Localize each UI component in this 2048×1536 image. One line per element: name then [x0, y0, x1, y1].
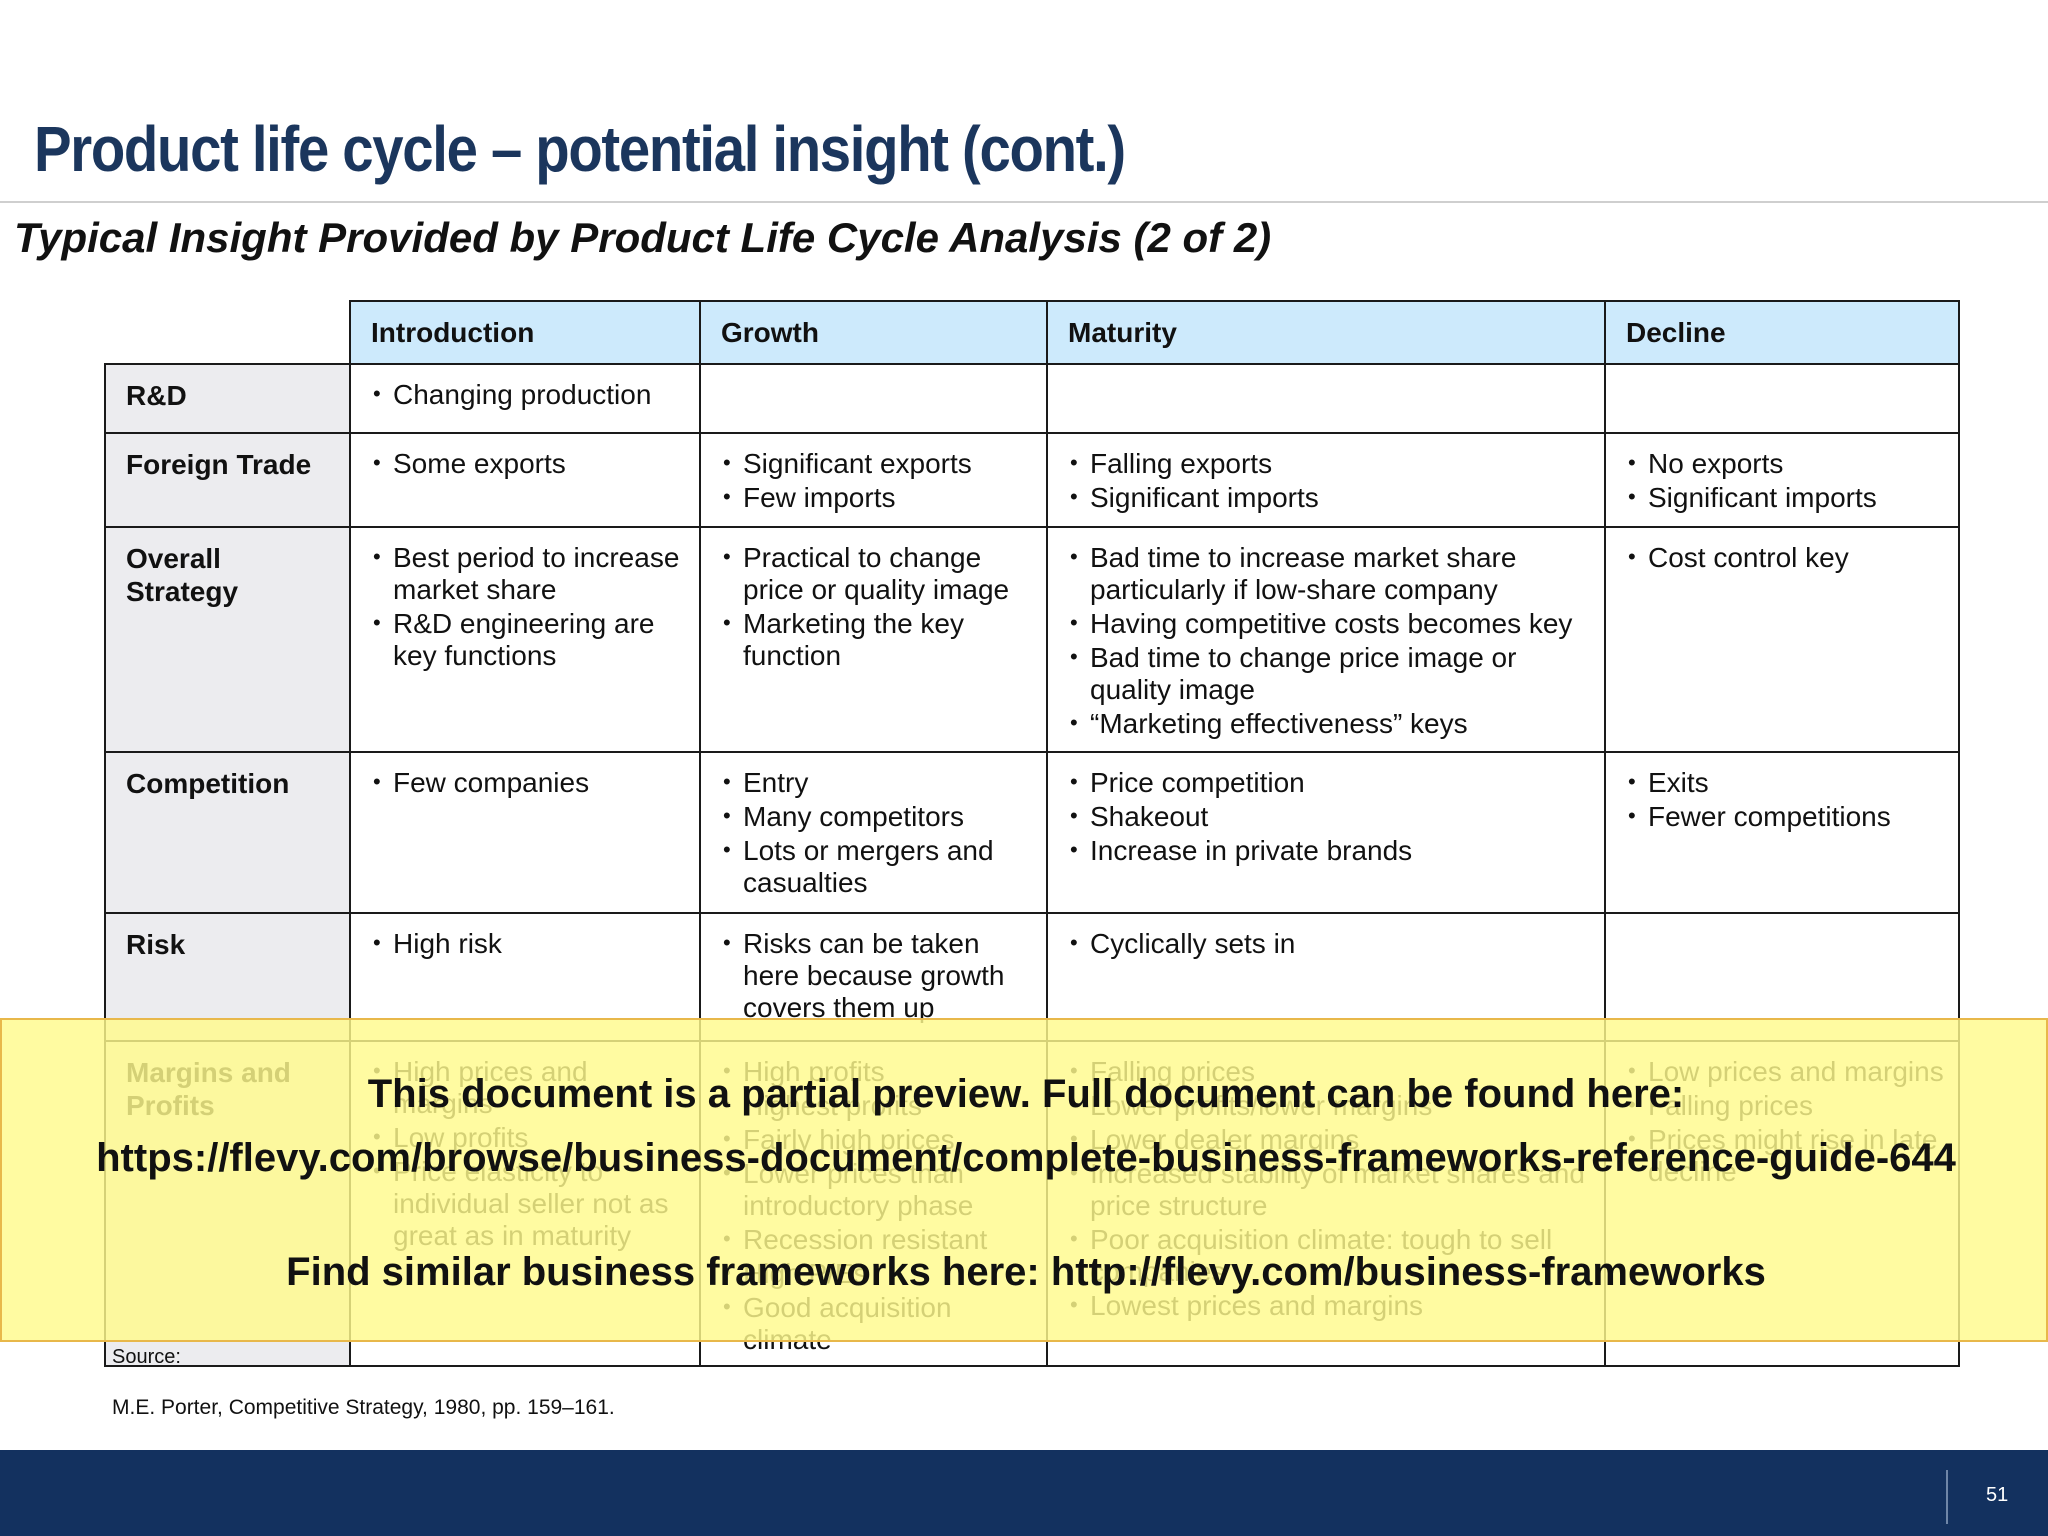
footer-bar — [0, 1450, 2048, 1536]
bullet-item: Shakeout — [1068, 800, 1594, 833]
banner-frameworks-link[interactable]: Find similar business frameworks here: h… — [286, 1250, 1766, 1294]
source-label: Source: — [112, 1346, 181, 1368]
table-cell: Changing production — [349, 363, 701, 434]
column-header-3: Maturity — [1046, 300, 1606, 365]
page-number: 51 — [1986, 1484, 2009, 1506]
table-cell — [1046, 363, 1606, 434]
table-cell: Significant exportsFew imports — [699, 432, 1048, 528]
table-cell: EntryMany competitorsLots or mergers and… — [699, 751, 1048, 914]
bullet-list: ExitsFewer competitions — [1626, 766, 1948, 835]
bullet-list: Risks can be taken here because growth c… — [721, 927, 1036, 1026]
bullet-item: Changing production — [371, 378, 689, 411]
row-header-label: Risk — [126, 929, 186, 960]
banner-document-link[interactable]: https://flevy.com/browse/business-docume… — [96, 1136, 1956, 1180]
bullet-item: Increase in private brands — [1068, 834, 1594, 867]
column-header-1: Introduction — [349, 300, 701, 365]
column-header-label: Introduction — [371, 317, 535, 348]
bullet-item: Risks can be taken here because growth c… — [721, 927, 1036, 1024]
row-header-1: R&D — [104, 363, 351, 434]
table-cell: Practical to change price or quality ima… — [699, 526, 1048, 753]
bullet-item: Exits — [1626, 766, 1948, 799]
table-cell: Falling exportsSignificant imports — [1046, 432, 1606, 528]
bullet-item: Bad time to increase market share partic… — [1068, 541, 1594, 606]
column-header-4: Decline — [1604, 300, 1960, 365]
bullet-list: High risk — [371, 927, 689, 962]
table-cell: Few companies — [349, 751, 701, 914]
bullet-item: Entry — [721, 766, 1036, 799]
preview-banner: This document is a partial preview. Full… — [0, 1018, 2048, 1342]
table-cell: Some exports — [349, 432, 701, 528]
table-cell: Best period to increase market shareR&D … — [349, 526, 701, 753]
bullet-item: “Marketing effectiveness” keys — [1068, 707, 1594, 740]
bullet-item: Price competition — [1068, 766, 1594, 799]
bullet-list: Price competitionShakeoutIncrease in pri… — [1068, 766, 1594, 869]
bullet-item: Fewer competitions — [1626, 800, 1948, 833]
table-cell: Risks can be taken here because growth c… — [699, 912, 1048, 1042]
bullet-item: Marketing the key function — [721, 607, 1036, 672]
bullet-item: Lots or mergers and casualties — [721, 834, 1036, 899]
footer-divider — [1946, 1470, 1948, 1524]
table-cell — [1604, 363, 1960, 434]
row-header-label: Foreign Trade — [126, 449, 312, 480]
bullet-item: Significant imports — [1068, 481, 1594, 514]
source-citation: M.E. Porter, Competitive Strategy, 1980,… — [112, 1396, 615, 1419]
bullet-item: Bad time to change price image or qualit… — [1068, 641, 1594, 706]
row-header-3: Overall Strategy — [104, 526, 351, 753]
page-title: Product life cycle – potential insight (… — [34, 113, 1126, 185]
bullet-item: R&D engineering are key functions — [371, 607, 689, 672]
title-divider — [0, 201, 2048, 203]
bullet-item: High risk — [371, 927, 689, 960]
row-header-label: Competition — [126, 768, 290, 799]
row-header-4: Competition — [104, 751, 351, 914]
bullet-list: No exportsSignificant imports — [1626, 447, 1948, 516]
table-cell: Cost control key — [1604, 526, 1960, 753]
slide-subtitle: Typical Insight Provided by Product Life… — [14, 214, 1272, 261]
bullet-list: Practical to change price or quality ima… — [721, 541, 1036, 674]
bullet-list: Bad time to increase market share partic… — [1068, 541, 1594, 742]
bullet-list: Falling exportsSignificant imports — [1068, 447, 1594, 516]
table-cell — [699, 363, 1048, 434]
bullet-list: Best period to increase market shareR&D … — [371, 541, 689, 674]
bullet-item: Significant exports — [721, 447, 1036, 480]
bullet-item: Few companies — [371, 766, 689, 799]
bullet-item: Cost control key — [1626, 541, 1948, 574]
bullet-item: Few imports — [721, 481, 1036, 514]
banner-preview-notice: This document is a partial preview. Full… — [367, 1072, 1685, 1116]
bullet-item: Best period to increase market share — [371, 541, 689, 606]
bullet-item: No exports — [1626, 447, 1948, 480]
bullet-list: Cost control key — [1626, 541, 1948, 576]
bullet-item: Falling exports — [1068, 447, 1594, 480]
row-header-2: Foreign Trade — [104, 432, 351, 528]
table-cell: No exportsSignificant imports — [1604, 432, 1960, 528]
column-header-2: Growth — [699, 300, 1048, 365]
row-header-label: R&D — [126, 380, 187, 411]
column-header-label: Decline — [1626, 317, 1726, 348]
bullet-list: Changing production — [371, 378, 689, 413]
column-header-label: Maturity — [1068, 317, 1177, 348]
bullet-item: Cyclically sets in — [1068, 927, 1594, 960]
bullet-item: Many competitors — [721, 800, 1036, 833]
bullet-item: Some exports — [371, 447, 689, 480]
column-header-label: Growth — [721, 317, 819, 348]
bullet-list: Significant exportsFew imports — [721, 447, 1036, 516]
table-cell: Price competitionShakeoutIncrease in pri… — [1046, 751, 1606, 914]
bullet-list: EntryMany competitorsLots or mergers and… — [721, 766, 1036, 901]
bullet-item: Practical to change price or quality ima… — [721, 541, 1036, 606]
bullet-list: Few companies — [371, 766, 689, 801]
bullet-item: Significant imports — [1626, 481, 1948, 514]
bullet-item: Having competitive costs becomes key — [1068, 607, 1594, 640]
bullet-list: Cyclically sets in — [1068, 927, 1594, 962]
bullet-list: Some exports — [371, 447, 689, 482]
table-cell: ExitsFewer competitions — [1604, 751, 1960, 914]
table-cell: Bad time to increase market share partic… — [1046, 526, 1606, 753]
row-header-label: Overall Strategy — [126, 543, 239, 607]
